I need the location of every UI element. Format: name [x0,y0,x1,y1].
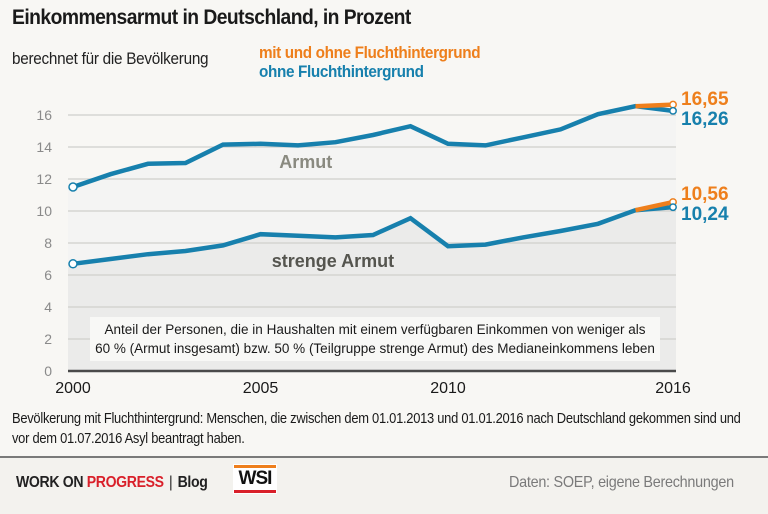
brand-progress: PROGRESS [86,474,164,491]
brand-separator: | [168,474,173,491]
annotation-line-2: 60 % (Armut insgesamt) bzw. 50 % (Teilgr… [95,341,655,356]
series-line-0 [72,103,674,190]
start-marker [68,259,78,269]
y-tick-label: 2 [44,331,52,347]
end-marker-without-refugees [669,203,677,212]
series-line-1 [72,204,674,267]
data-source: Daten: SOEP, eigene Berechnungen [509,474,734,491]
logo-text: WSI [238,468,273,489]
brand-work-on: WORK ON [16,474,87,491]
area-label-armut: Armut [279,152,332,172]
y-tick-label: 6 [44,267,52,283]
end-label-armut-with-refugees: 16,65 [681,89,729,110]
end-marker-without-refugees [669,106,677,115]
y-tick-label: 10 [36,203,52,219]
chart-title: Einkommensarmut in Deutschland, in Proze… [12,6,411,29]
brand[interactable]: WORK ON PROGRESS | Blog [16,474,208,492]
legend-without-refugees: ohne Fluchthintergrund [259,62,424,81]
y-tick-label: 0 [44,363,52,379]
y-tick-label: 12 [36,171,52,187]
x-tick-label: 2000 [55,380,91,397]
series-line-3 [635,199,674,213]
annotation-box [90,317,660,361]
x-tick-label: 2010 [430,380,466,397]
end-label-strenge-without-refugees: 10,24 [681,204,729,225]
y-tick-label: 4 [44,299,52,315]
annotation-line-1: Anteil der Personen, die in Haushalten m… [104,322,645,337]
end-marker-with-refugees [669,100,677,109]
y-tick-label: 14 [36,139,52,155]
x-tick-label: 2005 [243,380,279,397]
wsi-logo[interactable]: WSI [233,464,277,494]
y-tick-label: 8 [44,235,52,251]
area-label-strenge-armut: strenge Armut [272,251,394,271]
legend-with-refugees: mit und ohne Fluchthintergrund [259,43,481,62]
footer: WORK ON PROGRESS | Blog WSI Daten: SOEP, e… [0,456,768,514]
brand-blog: Blog [177,474,208,491]
start-marker [68,182,78,192]
end-label-strenge-with-refugees: 10,56 [681,184,729,205]
series-line-2 [635,102,674,109]
y-tick-label: 16 [36,107,52,123]
chart-subtitle: berechnet für die Bevölkerung [12,49,209,68]
footnote: Bevölkerung mit Fluchthintergrund: Mensc… [12,411,741,447]
logo-red-bar [234,490,276,493]
logo-orange-bar [234,465,276,468]
line-chart: 0 2 4 6 8 10 12 14 16 2000 2005 2010 2016 Armut str… [36,89,729,397]
x-tick-label: 2016 [655,380,691,397]
end-label-armut-without-refugees: 16,26 [681,109,729,130]
